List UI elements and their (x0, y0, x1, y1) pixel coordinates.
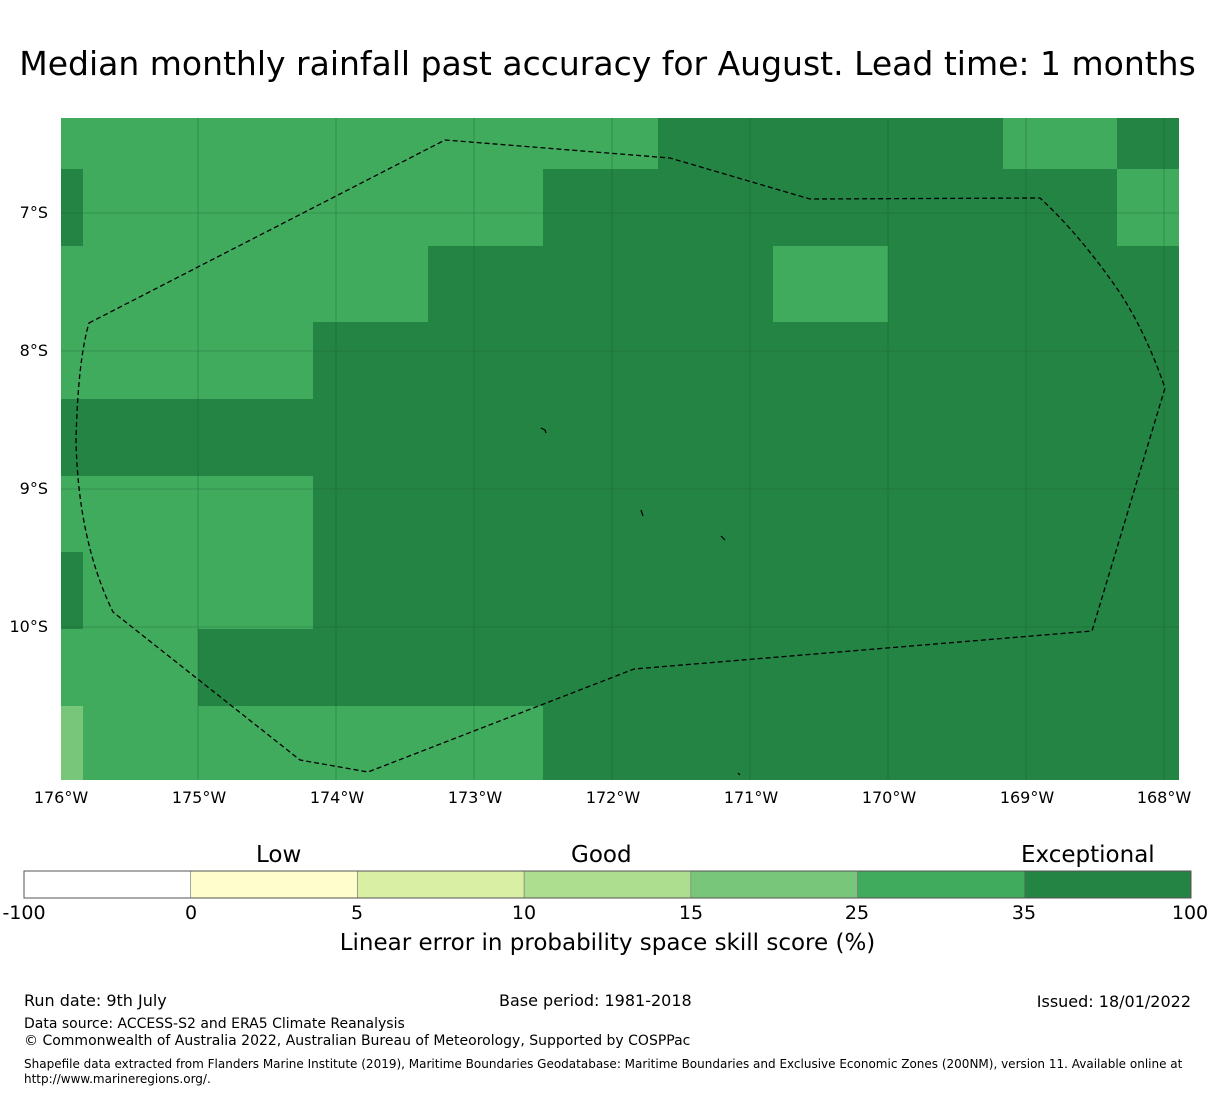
legend-category-low: Low (256, 842, 302, 868)
lat-label: 8°S (19, 341, 48, 360)
grid-cell (61, 169, 83, 246)
grid-cell (543, 706, 1179, 780)
grid-cell (313, 322, 1179, 399)
colorbar-frame (23, 870, 1192, 899)
islands (540, 427, 741, 776)
colorbar-tick: 25 (844, 902, 870, 924)
grid-cell (1117, 118, 1179, 169)
base-period: Base period: 1981-2018 (499, 991, 692, 1010)
colorbar-swatch (357, 870, 525, 899)
colorbar-tick: -100 (2, 902, 46, 924)
skill-grid-cells (61, 118, 1179, 780)
grid-cell (313, 476, 1179, 552)
grid-cell (543, 169, 1117, 246)
lon-label: 174°W (309, 788, 365, 807)
colorbar-tick: 5 (350, 902, 364, 924)
colorbar-tick: 10 (511, 902, 537, 924)
grid-cell (61, 399, 1179, 476)
lon-label: 173°W (447, 788, 503, 807)
lat-label: 7°S (19, 203, 48, 222)
lat-label: 9°S (19, 479, 48, 498)
shapefile-credit: Shapefile data extracted from Flanders M… (24, 1057, 1183, 1086)
grid-cell (428, 246, 773, 322)
eez-boundary (75, 139, 1166, 773)
colorbar-swatch (690, 870, 858, 899)
grid-cell (61, 706, 83, 780)
island (640, 509, 644, 517)
map-title: Median monthly rainfall past accuracy fo… (19, 44, 1196, 83)
lon-label: 169°W (999, 788, 1055, 807)
lon-label: 168°W (1136, 788, 1192, 807)
graticule (61, 118, 1179, 780)
colorbar-tick: 15 (678, 902, 704, 924)
colorbar-swatch (23, 870, 192, 899)
island (720, 535, 726, 541)
copyright: © Commonwealth of Australia 2022, Austra… (24, 1033, 691, 1049)
colorbar-title: Linear error in probability space skill … (339, 930, 876, 956)
colorbar-tick: 100 (1171, 902, 1209, 924)
colorbar-swatch (523, 870, 692, 899)
grid-cell (198, 629, 1179, 706)
island (737, 772, 741, 776)
lat-label: 10°S (9, 617, 48, 636)
lon-label: 170°W (861, 788, 917, 807)
lon-label: 172°W (585, 788, 641, 807)
colorbar-swatch (1023, 870, 1192, 899)
colorbar-tick: 35 (1011, 902, 1037, 924)
legend-category-good: Good (571, 842, 632, 868)
grid-cell (658, 118, 1003, 169)
lon-label: 176°W (33, 788, 89, 807)
data-source: Data source: ACCESS-S2 and ERA5 Climate … (24, 1016, 405, 1032)
legend-category-exceptional: Exceptional (1021, 842, 1155, 868)
island (540, 427, 547, 434)
lon-label: 175°W (171, 788, 227, 807)
grid-cell (61, 552, 83, 629)
colorbar-swatch (190, 870, 358, 899)
run-date: Run date: 9th July (24, 991, 167, 1010)
lon-label: 171°W (723, 788, 779, 807)
colorbar-swatch (857, 870, 1025, 899)
issued-date: Issued: 18/01/2022 (1036, 992, 1191, 1011)
colorbar-tick: 0 (184, 902, 198, 924)
grid-cell (313, 552, 1179, 629)
colorbar-swatches (23, 870, 1192, 899)
